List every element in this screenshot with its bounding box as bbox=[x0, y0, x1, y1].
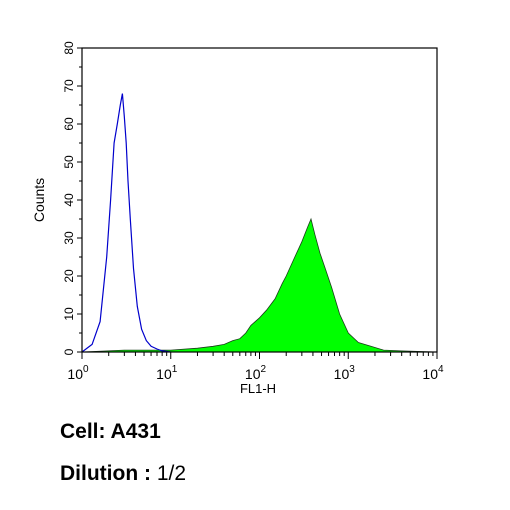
x-tick-label: 101 bbox=[156, 364, 178, 382]
y-tick-label: 80 bbox=[62, 41, 76, 55]
cell-label: Cell: A431 bbox=[60, 420, 161, 443]
x-axis-label: FL1-H bbox=[240, 381, 276, 396]
y-tick-label: 50 bbox=[62, 155, 76, 169]
dilution-value: 1/2 bbox=[150, 462, 187, 485]
x-tick-exponent: 0 bbox=[83, 364, 89, 375]
x-tick-base: 10 bbox=[245, 366, 261, 382]
y-tick-label: 70 bbox=[62, 79, 76, 93]
series-filled-0 bbox=[81, 217, 438, 353]
x-tick-base: 10 bbox=[67, 366, 83, 382]
y-tick-label: 30 bbox=[62, 231, 76, 245]
plot-frame bbox=[81, 47, 438, 353]
dilution-caption: Dilution : 1/2 bbox=[60, 462, 186, 486]
y-tick-label: 20 bbox=[62, 269, 76, 283]
x-tick-label: 103 bbox=[334, 364, 356, 382]
x-tick-exponent: 4 bbox=[438, 364, 444, 375]
dilution-label: Dilution : bbox=[60, 462, 151, 485]
plot-area bbox=[81, 47, 438, 353]
x-tick-base: 10 bbox=[422, 366, 438, 382]
x-axis: 100 101 102 103 104 bbox=[67, 352, 444, 382]
y-tick-label: 40 bbox=[62, 193, 76, 207]
y-tick-label: 60 bbox=[62, 117, 76, 131]
x-tick-exponent: 3 bbox=[349, 364, 355, 375]
series-outline-1 bbox=[81, 93, 171, 353]
cell-caption: Cell: A431 bbox=[60, 420, 161, 444]
x-tick-base: 10 bbox=[334, 366, 350, 382]
x-tick-label: 102 bbox=[245, 364, 267, 382]
y-tick-label: 10 bbox=[62, 307, 76, 321]
x-tick-label: 100 bbox=[67, 364, 89, 382]
y-axis: 0 10 20 30 40 50 60 70 80 bbox=[62, 41, 82, 355]
x-tick-exponent: 2 bbox=[261, 364, 267, 375]
x-tick-label: 104 bbox=[422, 364, 444, 382]
x-tick-base: 10 bbox=[156, 366, 172, 382]
x-tick-exponent: 1 bbox=[172, 364, 178, 375]
y-axis-label: Counts bbox=[31, 178, 47, 222]
y-tick-label: 0 bbox=[62, 348, 76, 355]
